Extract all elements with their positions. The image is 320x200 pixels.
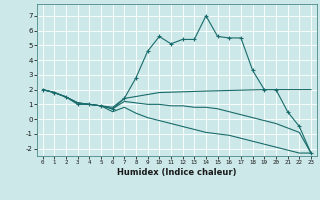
X-axis label: Humidex (Indice chaleur): Humidex (Indice chaleur): [117, 168, 236, 177]
